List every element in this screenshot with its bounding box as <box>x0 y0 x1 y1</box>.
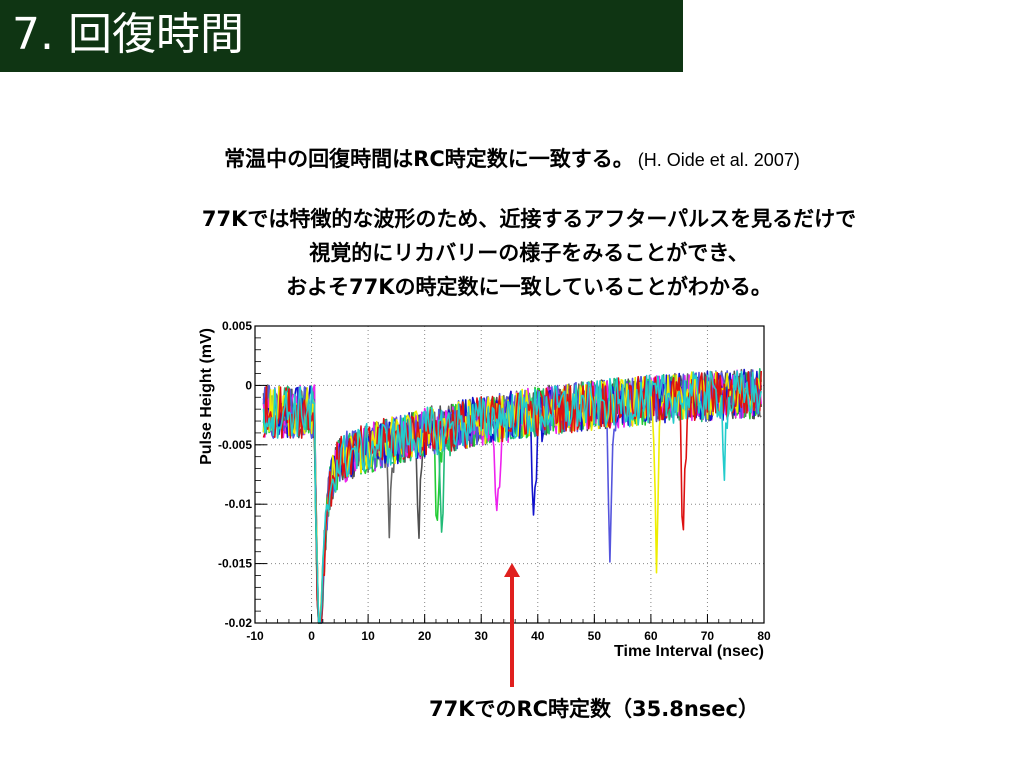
arrow-icon <box>504 563 520 687</box>
x-tick-label: 10 <box>361 629 375 643</box>
y-tick-label: 0.005 <box>222 319 252 333</box>
arrow-head <box>504 563 520 577</box>
x-tick-label: 20 <box>418 629 432 643</box>
pulse-chart: -10 0 10 20 30 40 50 60 70 80 0.005 0 -0.005 -0.01 -0.… <box>186 315 786 665</box>
slide-title: 7. 回復時間 <box>12 9 244 60</box>
citation: (H. Oide et al. 2007) <box>637 150 800 170</box>
rc-caption: 77KでのRC時定数（35.8nsec） <box>428 697 760 721</box>
x-tick-label: 50 <box>588 629 602 643</box>
arrow-shaft <box>510 575 514 687</box>
y-tick-label: -0.01 <box>225 497 253 511</box>
description-paragraph: 77Kでは特徴的な波形のため、近接するアフターパルスを見るだけで 視覚的にリカバ… <box>0 202 1024 304</box>
y-tick-label: -0.02 <box>225 616 253 630</box>
x-tick-label: 30 <box>475 629 489 643</box>
series-trace <box>262 370 762 624</box>
title-bar: 7. 回復時間 <box>0 0 683 72</box>
plot-frame <box>254 325 765 624</box>
x-tick-label: 80 <box>757 629 771 643</box>
intro-line: 常温中の回復時間はRC時定数に一致する。 (H. Oide et al. 2007… <box>0 146 1024 173</box>
intro-text: 常温中の回復時間はRC時定数に一致する。 <box>224 147 634 171</box>
x-axis-label: Time Interval (nsec) <box>614 643 764 660</box>
y-tick-label: -0.015 <box>218 557 252 571</box>
paragraph-line-1: 77Kでは特徴的な波形のため、近接するアフターパルスを見るだけで <box>201 207 857 231</box>
x-tick-label: 40 <box>531 629 545 643</box>
y-tick-label: -0.005 <box>218 438 252 452</box>
y-axis-label: Pulse Height (mV) <box>198 328 215 465</box>
x-tick-label: 0 <box>308 629 315 643</box>
paragraph-line-2: 視覚的にリカバリーの様子をみることができ、 <box>309 241 749 265</box>
x-tick-label: 70 <box>701 629 715 643</box>
x-tick-label: -10 <box>246 629 264 643</box>
paragraph-line-3: およそ77Kの時定数に一致していることがわかる。 <box>286 275 772 299</box>
x-tick-label: 60 <box>644 629 658 643</box>
y-tick-label: 0 <box>245 378 252 392</box>
